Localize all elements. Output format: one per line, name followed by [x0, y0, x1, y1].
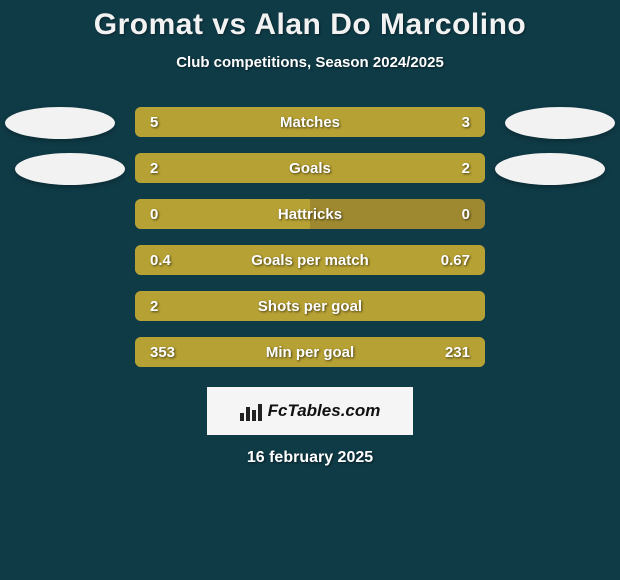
brand-text: FcTables.com [268, 401, 381, 421]
metric-row: 53Matches [0, 99, 620, 145]
page-title: Gromat vs Alan Do Marcolino [0, 0, 620, 42]
page-subtitle: Club competitions, Season 2024/2025 [0, 54, 620, 71]
fctables-logo-icon [240, 401, 262, 421]
chart-area: 53Matches22Goals00Hattricks0.40.67Goals … [0, 99, 620, 375]
metric-row: 2Shots per goal [0, 283, 620, 329]
metric-label: Shots per goal [135, 298, 485, 315]
metric-row: 353231Min per goal [0, 329, 620, 375]
metric-label: Matches [135, 114, 485, 131]
date-label: 16 february 2025 [0, 449, 620, 467]
metric-row: 00Hattricks [0, 191, 620, 237]
metric-label: Hattricks [135, 206, 485, 223]
brand-badge[interactable]: FcTables.com [207, 387, 413, 435]
metric-row: 0.40.67Goals per match [0, 237, 620, 283]
metric-label: Goals per match [135, 252, 485, 269]
metric-row: 22Goals [0, 145, 620, 191]
metric-label: Min per goal [135, 344, 485, 361]
comparison-card: Gromat vs Alan Do Marcolino Club competi… [0, 0, 620, 580]
metric-label: Goals [135, 160, 485, 177]
